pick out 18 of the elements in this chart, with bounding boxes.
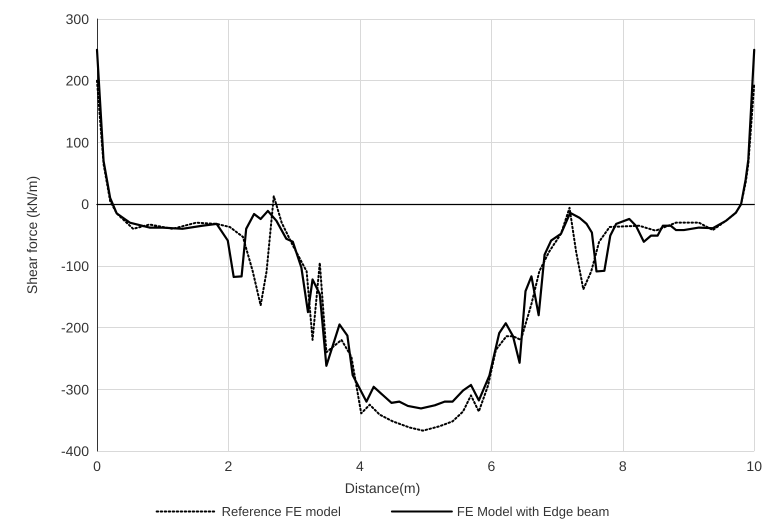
y-tick-label: -300	[60, 381, 90, 398]
x-axis-title: Distance(m)	[344, 480, 420, 496]
y-tick-label: -200	[60, 320, 90, 336]
legend-label: Reference FE model	[222, 504, 341, 519]
y-tick-label: 200	[66, 72, 90, 89]
x-tick-label: 2	[224, 458, 233, 474]
legend-label: FE Model with Edge beam	[456, 504, 610, 519]
y-tick-label: 100	[66, 134, 90, 150]
y-tick-label: -400	[60, 443, 90, 459]
y-axis-title: Shear force (kN/m)	[24, 176, 40, 294]
y-tick-label: 0	[81, 196, 90, 212]
x-tick-label: 10	[746, 458, 762, 474]
x-tick-label: 0	[93, 458, 102, 474]
x-tick-label: 4	[356, 458, 364, 474]
x-tick-label: 8	[618, 458, 627, 474]
y-tick-label: 300	[66, 11, 90, 27]
x-tick-label: 6	[487, 458, 496, 474]
y-tick-label: -100	[60, 258, 90, 274]
